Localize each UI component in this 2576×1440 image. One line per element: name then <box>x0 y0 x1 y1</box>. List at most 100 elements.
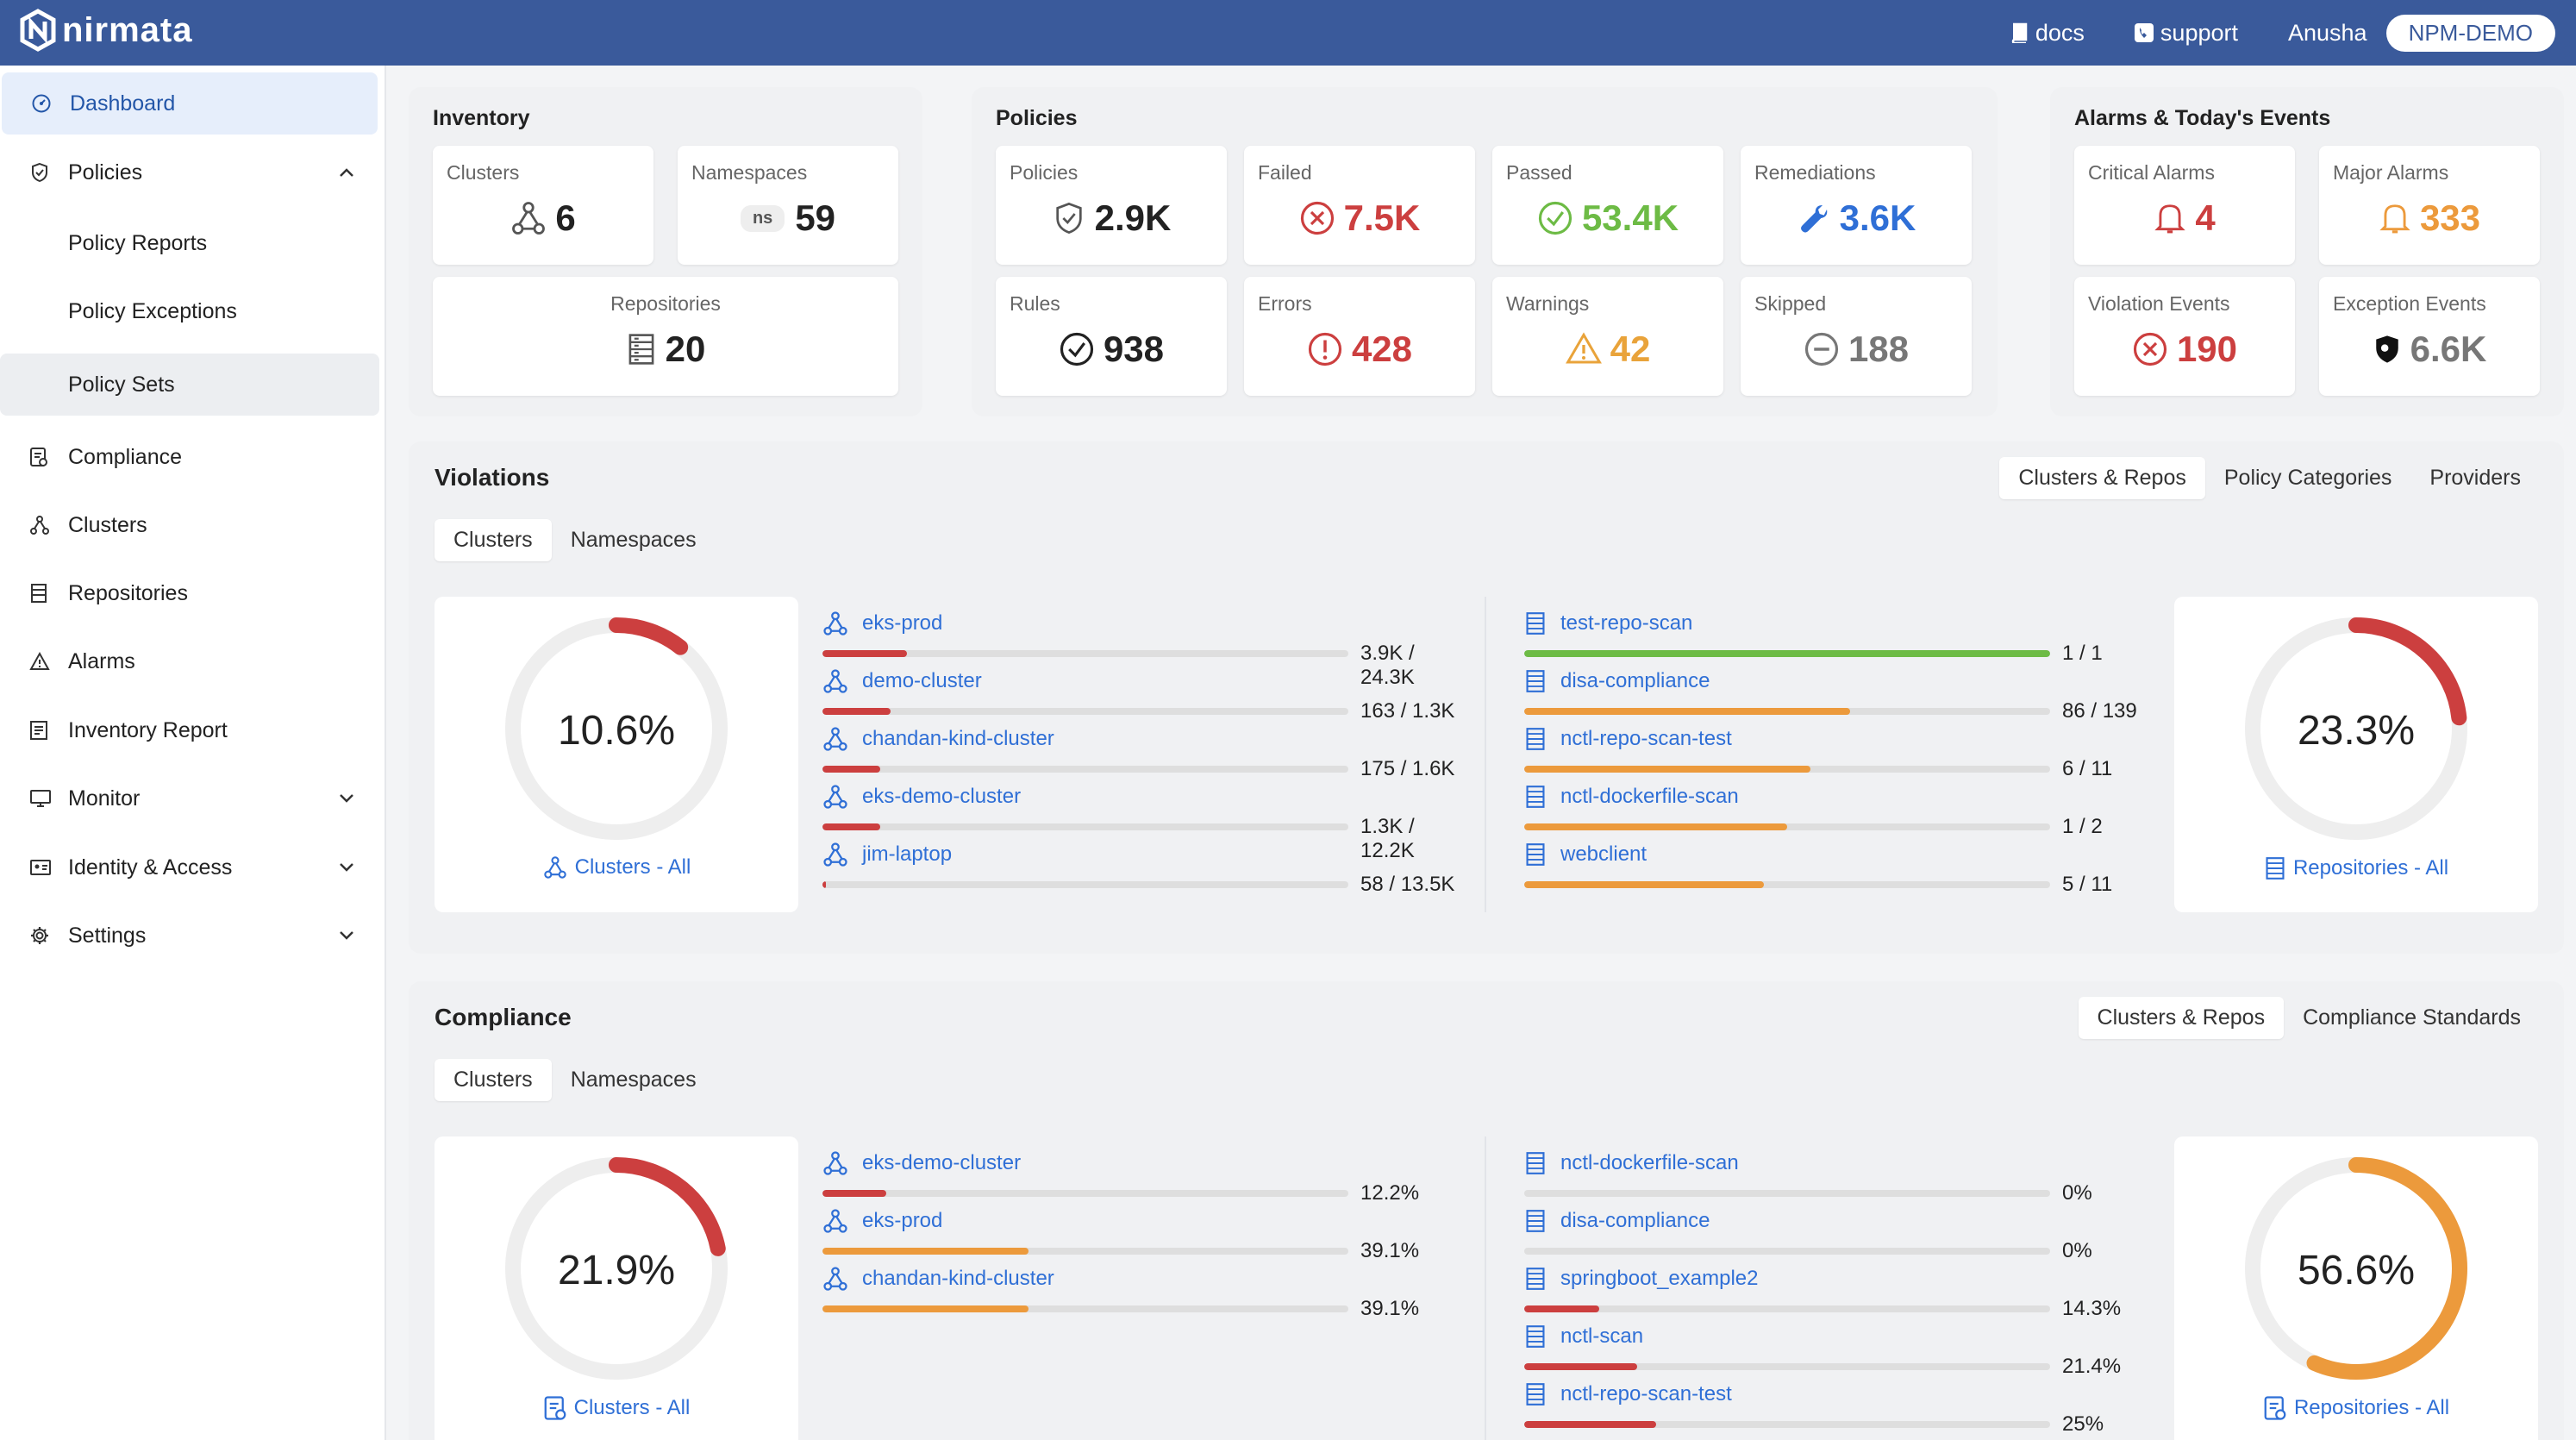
repo-row[interactable]: nctl-repo-scan-test 6 / 11 <box>1524 726 2162 783</box>
failed-stat-card[interactable]: Failed 7.5K <box>1244 146 1475 265</box>
row-name[interactable]: eks-prod <box>822 610 942 636</box>
user-name[interactable]: Anusha <box>2287 19 2367 46</box>
chevron-down-icon[interactable] <box>338 862 355 873</box>
repo-row[interactable]: nctl-repo-scan-test 25% <box>1524 1381 2162 1438</box>
repo-row[interactable]: disa-compliance 86 / 139 <box>1524 668 2162 725</box>
row-name[interactable]: nctl-repo-scan-test <box>1524 726 1732 752</box>
progress-fill <box>1524 823 1787 830</box>
clusters-all-link[interactable]: Clusters - All <box>435 855 798 880</box>
row-name[interactable]: test-repo-scan <box>1524 610 1692 636</box>
cluster-row[interactable]: jim-laptop 58 / 13.5K <box>822 842 1460 898</box>
cluster-row[interactable]: chandan-kind-cluster 175 / 1.6K <box>822 726 1460 783</box>
row-name[interactable]: eks-demo-cluster <box>822 1150 1021 1176</box>
row-name[interactable]: chandan-kind-cluster <box>822 726 1054 752</box>
tab-compliance-standards[interactable]: Compliance Standards <box>2303 1005 2521 1030</box>
policies-title: Policies <box>996 106 1078 130</box>
repo-row[interactable]: test-repo-scan 1 / 1 <box>1524 610 2162 667</box>
stat-label: Namespaces <box>691 161 808 184</box>
skipped-stat-card[interactable]: Skipped 188 <box>1741 277 1972 396</box>
row-name[interactable]: chandan-kind-cluster <box>822 1266 1054 1292</box>
progress-track <box>822 766 1348 773</box>
sidebar-item-settings[interactable]: Settings <box>0 905 379 967</box>
progress-track <box>822 1305 1348 1312</box>
sidebar-item-monitor[interactable]: Monitor <box>0 767 379 830</box>
namespaces-stat-card[interactable]: Namespaces ns 59 <box>678 146 898 265</box>
clusters-stat-card[interactable]: Clusters 6 <box>433 146 653 265</box>
sidebar-item-repositories[interactable]: Repositories <box>0 562 379 624</box>
progress-fill <box>822 881 826 888</box>
exception-events-card[interactable]: Exception Events 6.6K <box>2319 277 2540 396</box>
cluster-row[interactable]: eks-demo-cluster 1.3K / 12.2K <box>822 784 1460 862</box>
sidebar-item-policies[interactable]: Policies <box>0 141 379 203</box>
row-name[interactable]: eks-prod <box>822 1208 942 1234</box>
tab-providers[interactable]: Providers <box>2429 466 2521 490</box>
cluster-row[interactable]: chandan-kind-cluster 39.1% <box>822 1266 1460 1323</box>
repo-row[interactable]: nctl-scan 21.4% <box>1524 1324 2162 1381</box>
support-link[interactable]: support <box>2134 20 2238 47</box>
chevron-down-icon[interactable] <box>338 930 355 941</box>
row-name[interactable]: jim-laptop <box>822 842 952 867</box>
repo-icon <box>1526 728 1545 750</box>
docs-link[interactable]: docs <box>2010 20 2085 47</box>
tab-clusters[interactable]: Clusters <box>435 1059 552 1101</box>
chevron-down-icon[interactable] <box>338 793 355 804</box>
repo-row[interactable]: webclient 5 / 11 <box>1524 842 2162 898</box>
sidebar-item-policy-exceptions[interactable]: Policy Exceptions <box>0 280 379 342</box>
nirmata-logo[interactable]: nirmata <box>19 9 193 52</box>
rules-stat-card[interactable]: Rules 938 <box>996 277 1227 396</box>
cluster-row[interactable]: eks-prod 39.1% <box>822 1208 1460 1265</box>
major-alarms-card[interactable]: Major Alarms 333 <box>2319 146 2540 265</box>
tab-clusters-repos[interactable]: Clusters & Repos <box>2078 997 2285 1039</box>
chevron-up-icon[interactable] <box>338 167 355 178</box>
progress-fill <box>822 650 907 657</box>
tab-clusters-repos[interactable]: Clusters & Repos <box>1999 457 2205 499</box>
row-name[interactable]: nctl-repo-scan-test <box>1524 1381 1732 1407</box>
repo-row[interactable]: nctl-dockerfile-scan 0% <box>1524 1150 2162 1207</box>
sidebar-item-alarms[interactable]: Alarms <box>0 630 379 692</box>
cluster-row[interactable]: demo-cluster 163 / 1.3K <box>822 668 1460 725</box>
cluster-icon <box>543 856 566 879</box>
row-name[interactable]: eks-demo-cluster <box>822 784 1021 810</box>
passed-stat-card[interactable]: Passed 53.4K <box>1492 146 1723 265</box>
row-name[interactable]: demo-cluster <box>822 668 982 694</box>
sidebar-item-inventory-report[interactable]: Inventory Report <box>0 699 379 761</box>
errors-stat-card[interactable]: Errors 428 <box>1244 277 1475 396</box>
remediations-stat-card[interactable]: Remediations 3.6K <box>1741 146 1972 265</box>
repositories-all-link[interactable]: Repositories - All <box>2174 1395 2538 1421</box>
sidebar-item-clusters[interactable]: Clusters <box>0 494 379 556</box>
row-name[interactable]: disa-compliance <box>1524 668 1710 694</box>
sidebar-item-identity-access[interactable]: Identity & Access <box>0 836 379 898</box>
repositories-all-link[interactable]: Repositories - All <box>2174 855 2538 881</box>
cluster-row[interactable]: eks-demo-cluster 12.2% <box>822 1150 1460 1207</box>
donut-arc <box>2245 1157 2467 1380</box>
tab-namespaces[interactable]: Namespaces <box>570 1067 697 1092</box>
sidebar-item-policy-reports[interactable]: Policy Reports <box>0 212 379 274</box>
critical-alarms-card[interactable]: Critical Alarms 4 <box>2074 146 2295 265</box>
row-name-label: nctl-repo-scan-test <box>1560 727 1732 750</box>
sidebar-item-dashboard[interactable]: Dashboard <box>2 72 378 135</box>
row-name[interactable]: nctl-scan <box>1524 1324 1643 1349</box>
tab-policy-categories[interactable]: Policy Categories <box>2223 466 2392 490</box>
sidebar-item-policy-sets[interactable]: Policy Sets <box>0 354 379 416</box>
repo-row[interactable]: nctl-dockerfile-scan 1 / 2 <box>1524 784 2162 841</box>
row-name[interactable]: springboot_example2 <box>1524 1266 1759 1292</box>
compliance-repos-donut-card: 56.6% Repositories - All <box>2174 1136 2538 1440</box>
sidebar-item-compliance[interactable]: Compliance <box>0 426 379 488</box>
clusters-all-link[interactable]: Clusters - All <box>435 1395 798 1421</box>
repo-row[interactable]: disa-compliance 0% <box>1524 1208 2162 1265</box>
cluster-row[interactable]: eks-prod 3.9K / 24.3K <box>822 610 1460 689</box>
row-name[interactable]: webclient <box>1524 842 1647 867</box>
violation-events-card[interactable]: Violation Events 190 <box>2074 277 2295 396</box>
row-value: 1 / 1 <box>2062 642 2103 665</box>
stat-value: 20 <box>665 329 706 369</box>
warnings-stat-card[interactable]: Warnings 42 <box>1492 277 1723 396</box>
row-name[interactable]: nctl-dockerfile-scan <box>1524 1150 1739 1176</box>
tab-namespaces[interactable]: Namespaces <box>570 528 697 552</box>
repo-row[interactable]: springboot_example2 14.3% <box>1524 1266 2162 1323</box>
tab-clusters[interactable]: Clusters <box>435 519 552 561</box>
repositories-stat-card[interactable]: Repositories 20 <box>433 277 898 396</box>
row-name[interactable]: disa-compliance <box>1524 1208 1710 1234</box>
policies-stat-card[interactable]: Policies 2.9K <box>996 146 1227 265</box>
org-badge[interactable]: NPM-DEMO <box>2385 14 2555 52</box>
row-name[interactable]: nctl-dockerfile-scan <box>1524 784 1739 810</box>
